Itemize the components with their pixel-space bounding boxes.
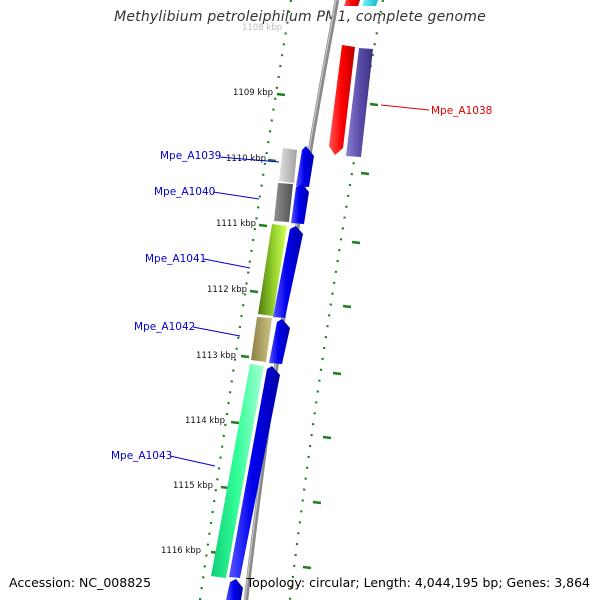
gene-label-Mpe_A1042[interactable]: Mpe_A1042	[134, 321, 195, 333]
leader-Mpe_A1043	[169, 455, 216, 467]
tick-label-1113: 1113 kbp	[196, 351, 236, 361]
blue-arrow-5[interactable]	[229, 366, 280, 578]
tick-1110-mark	[267, 158, 277, 163]
gene-Mpe_A1042[interactable]	[251, 317, 272, 362]
leader-Mpe_A1041	[203, 258, 251, 269]
gene-label-Mpe_A1041[interactable]: Mpe_A1041	[145, 253, 206, 265]
inner-major-ticks	[210, 92, 286, 555]
tick-label-1108: 1108 kbp	[242, 23, 282, 33]
gene-label-Mpe_A1043[interactable]: Mpe_A1043	[111, 450, 172, 462]
gene-label-Mpe_A1039[interactable]: Mpe_A1039	[160, 150, 221, 162]
map-title: Methylibium petroleiphilum PM1, complete…	[114, 9, 486, 25]
gene-Mpe_A1040[interactable]	[274, 183, 293, 222]
accession-text: Accession: NC_008825	[9, 575, 152, 590]
leader-Mpe_A1038	[380, 104, 430, 111]
blue-arrow-1[interactable]	[296, 146, 314, 187]
leader-Mpe_A1039	[218, 156, 280, 163]
tick-1109-mark	[276, 92, 286, 97]
tick-1113-mark	[240, 354, 250, 359]
gene-Mpe_A1041[interactable]	[258, 224, 287, 316]
outer-major-ticks	[302, 102, 379, 570]
gene-Mpe_A1039[interactable]	[279, 148, 297, 183]
gene-arrow-Mpe_A1038[interactable]	[329, 45, 355, 155]
leader-Mpe_A1042	[192, 326, 241, 337]
genome-summary-text: Topology: circular; Length: 4,044,195 bp…	[246, 575, 590, 590]
gene-label-Mpe_A1040[interactable]: Mpe_A1040	[154, 186, 215, 198]
feature-cyan-top[interactable]	[362, 0, 378, 6]
inner-scale-ring	[198, 0, 293, 600]
tick-1114-mark	[230, 420, 240, 425]
blue-arrow-2[interactable]	[291, 184, 309, 224]
blue-arrow-6[interactable]	[226, 579, 243, 600]
blue-arrow-3[interactable]	[273, 226, 303, 318]
tick-1111-mark	[258, 223, 268, 228]
tick-label-1116: 1116 kbp	[161, 546, 201, 556]
tick-label-1111: 1111 kbp	[216, 219, 256, 229]
tick-label-1114: 1114 kbp	[185, 416, 225, 426]
gene-label-Mpe_A1038[interactable]: Mpe_A1038	[431, 105, 492, 117]
feature-red-top[interactable]	[344, 0, 360, 6]
gene-Mpe_A1043[interactable]	[211, 364, 264, 578]
tick-label-1109: 1109 kbp	[233, 88, 273, 98]
tick-label-1115: 1115 kbp	[173, 481, 213, 491]
leader-Mpe_A1040	[212, 191, 260, 200]
tick-1112-mark	[249, 289, 259, 294]
gene-arrow-purple[interactable]	[346, 48, 373, 157]
tick-label-1112: 1112 kbp	[207, 285, 247, 295]
blue-arrow-4[interactable]	[269, 319, 290, 364]
forward-gene-arrows	[226, 146, 314, 600]
